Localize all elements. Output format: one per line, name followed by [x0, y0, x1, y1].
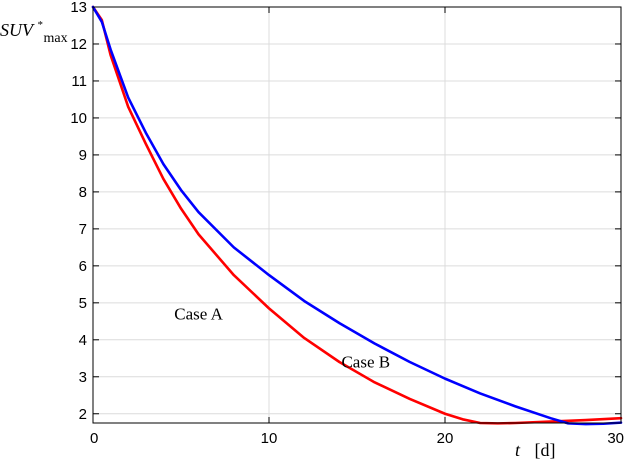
y-tick-label: 9 [79, 147, 87, 164]
y-axis-label-base: SUV [0, 20, 35, 40]
y-tick-label: 2 [79, 406, 87, 423]
x-axis-label-unit: [d] [535, 440, 556, 460]
y-tick-label: 5 [79, 295, 87, 312]
x-tick-label: 20 [437, 430, 454, 447]
y-tick-label: 6 [79, 258, 87, 275]
series-label-case-b: Case B [341, 353, 390, 372]
y-tick-label: 10 [70, 110, 87, 127]
y-axis-label: SUV * max [0, 12, 68, 46]
x-tick-label: 10 [261, 430, 278, 447]
y-tick-label: 7 [79, 221, 87, 238]
y-axis-label-subscript: max [44, 31, 68, 46]
x-tick-label: 0 [90, 430, 98, 447]
series-line-case-b [91, 5, 623, 426]
y-tick-label: 3 [79, 369, 87, 386]
series-label-case-a: Case A [174, 304, 223, 323]
x-axis-label: t [d] [515, 440, 556, 460]
y-tick-label: 13 [70, 0, 87, 16]
y-tick-label: 11 [71, 73, 87, 90]
x-tick-label: 30 [607, 430, 624, 447]
y-tick-label: 12 [70, 36, 87, 53]
y-tick-label: 4 [79, 332, 87, 349]
plot-frame [92, 6, 622, 424]
x-axis-label-symbol: t [515, 440, 521, 460]
y-tick-label: 8 [79, 184, 87, 201]
axis-ticks: 0 10 20 30 2 3 4 5 6 7 8 9 10 11 12 13 [70, 0, 624, 447]
y-axis-label-superscript: * [38, 19, 44, 31]
